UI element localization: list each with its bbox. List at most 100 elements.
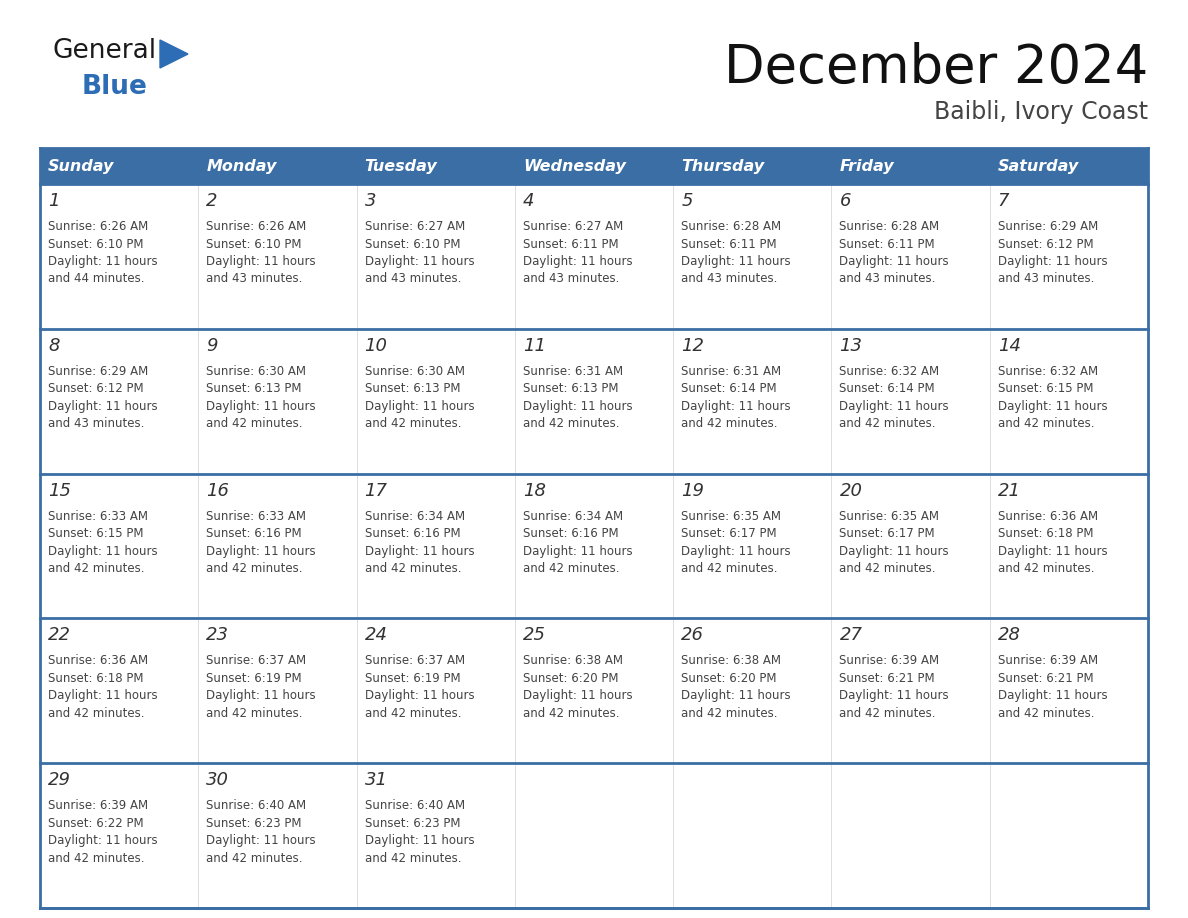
Bar: [832, 763, 990, 908]
Text: and 43 minutes.: and 43 minutes.: [207, 273, 303, 285]
Text: and 42 minutes.: and 42 minutes.: [48, 852, 145, 865]
Text: 19: 19: [681, 482, 704, 499]
Text: Sunrise: 6:27 AM: Sunrise: 6:27 AM: [523, 220, 624, 233]
Text: Daylight: 11 hours: Daylight: 11 hours: [365, 689, 474, 702]
Text: Saturday: Saturday: [998, 159, 1079, 174]
Text: Baibli, Ivory Coast: Baibli, Ivory Coast: [934, 100, 1148, 124]
Text: Sunrise: 6:29 AM: Sunrise: 6:29 AM: [998, 220, 1098, 233]
Text: and 42 minutes.: and 42 minutes.: [523, 707, 619, 720]
Text: Daylight: 11 hours: Daylight: 11 hours: [523, 400, 632, 413]
Bar: [514, 329, 674, 474]
Text: and 42 minutes.: and 42 minutes.: [365, 562, 461, 575]
Text: Sunset: 6:20 PM: Sunset: 6:20 PM: [523, 672, 619, 685]
Text: Sunrise: 6:26 AM: Sunrise: 6:26 AM: [48, 220, 148, 233]
Text: Sunrise: 6:34 AM: Sunrise: 6:34 AM: [365, 509, 465, 522]
Text: 6: 6: [840, 192, 851, 210]
Text: and 42 minutes.: and 42 minutes.: [840, 418, 936, 431]
Text: Daylight: 11 hours: Daylight: 11 hours: [998, 544, 1107, 557]
Text: 18: 18: [523, 482, 545, 499]
Text: 5: 5: [681, 192, 693, 210]
Text: Sunset: 6:14 PM: Sunset: 6:14 PM: [681, 382, 777, 396]
Text: Daylight: 11 hours: Daylight: 11 hours: [207, 834, 316, 847]
Text: Sunrise: 6:33 AM: Sunrise: 6:33 AM: [207, 509, 307, 522]
Text: 7: 7: [998, 192, 1010, 210]
Text: Daylight: 11 hours: Daylight: 11 hours: [998, 689, 1107, 702]
Bar: [832, 329, 990, 474]
Text: Sunset: 6:11 PM: Sunset: 6:11 PM: [840, 238, 935, 251]
Bar: [514, 474, 674, 619]
Text: Sunrise: 6:26 AM: Sunrise: 6:26 AM: [207, 220, 307, 233]
Text: Sunrise: 6:35 AM: Sunrise: 6:35 AM: [840, 509, 940, 522]
Text: and 42 minutes.: and 42 minutes.: [523, 418, 619, 431]
Bar: [990, 474, 1148, 619]
Text: Sunset: 6:12 PM: Sunset: 6:12 PM: [48, 382, 144, 396]
Text: Sunrise: 6:29 AM: Sunrise: 6:29 AM: [48, 364, 148, 378]
Text: Sunset: 6:11 PM: Sunset: 6:11 PM: [681, 238, 777, 251]
Text: Thursday: Thursday: [681, 159, 764, 174]
Text: 10: 10: [365, 337, 387, 354]
Text: Sunset: 6:23 PM: Sunset: 6:23 PM: [207, 817, 302, 830]
Text: Daylight: 11 hours: Daylight: 11 hours: [840, 400, 949, 413]
Text: and 42 minutes.: and 42 minutes.: [681, 562, 778, 575]
Text: Sunset: 6:18 PM: Sunset: 6:18 PM: [48, 672, 144, 685]
Text: 4: 4: [523, 192, 535, 210]
Text: Daylight: 11 hours: Daylight: 11 hours: [681, 400, 791, 413]
Text: and 42 minutes.: and 42 minutes.: [998, 707, 1094, 720]
Text: and 42 minutes.: and 42 minutes.: [681, 418, 778, 431]
Text: and 42 minutes.: and 42 minutes.: [365, 707, 461, 720]
Text: and 43 minutes.: and 43 minutes.: [681, 273, 777, 285]
Text: Wednesday: Wednesday: [523, 159, 626, 174]
Text: Sunset: 6:16 PM: Sunset: 6:16 PM: [523, 527, 619, 540]
Polygon shape: [160, 40, 188, 68]
Text: Tuesday: Tuesday: [365, 159, 437, 174]
Text: Sunset: 6:23 PM: Sunset: 6:23 PM: [365, 817, 460, 830]
Bar: [40, 474, 198, 619]
Text: Sunrise: 6:37 AM: Sunrise: 6:37 AM: [207, 655, 307, 667]
Text: Blue: Blue: [82, 74, 147, 100]
Text: Daylight: 11 hours: Daylight: 11 hours: [207, 400, 316, 413]
Text: Daylight: 11 hours: Daylight: 11 hours: [998, 255, 1107, 268]
Text: Sunrise: 6:28 AM: Sunrise: 6:28 AM: [840, 220, 940, 233]
Bar: [356, 474, 514, 619]
Text: Sunset: 6:13 PM: Sunset: 6:13 PM: [207, 382, 302, 396]
Bar: [674, 474, 832, 619]
Bar: [674, 763, 832, 908]
Text: Daylight: 11 hours: Daylight: 11 hours: [365, 544, 474, 557]
Text: Sunrise: 6:39 AM: Sunrise: 6:39 AM: [998, 655, 1098, 667]
Text: Sunrise: 6:32 AM: Sunrise: 6:32 AM: [840, 364, 940, 378]
Text: December 2024: December 2024: [723, 42, 1148, 94]
Text: Sunrise: 6:31 AM: Sunrise: 6:31 AM: [681, 364, 782, 378]
Text: Sunrise: 6:30 AM: Sunrise: 6:30 AM: [207, 364, 307, 378]
Text: Daylight: 11 hours: Daylight: 11 hours: [523, 689, 632, 702]
Text: 27: 27: [840, 626, 862, 644]
Text: 21: 21: [998, 482, 1020, 499]
Text: and 42 minutes.: and 42 minutes.: [207, 707, 303, 720]
Text: Sunday: Sunday: [48, 159, 114, 174]
Text: Daylight: 11 hours: Daylight: 11 hours: [681, 255, 791, 268]
Text: and 44 minutes.: and 44 minutes.: [48, 273, 145, 285]
Text: Sunrise: 6:40 AM: Sunrise: 6:40 AM: [365, 800, 465, 812]
Text: Sunset: 6:11 PM: Sunset: 6:11 PM: [523, 238, 619, 251]
Text: Sunset: 6:10 PM: Sunset: 6:10 PM: [207, 238, 302, 251]
Bar: [832, 474, 990, 619]
Text: Daylight: 11 hours: Daylight: 11 hours: [207, 544, 316, 557]
Text: Sunrise: 6:39 AM: Sunrise: 6:39 AM: [48, 800, 148, 812]
Bar: [514, 184, 674, 329]
Text: and 42 minutes.: and 42 minutes.: [840, 707, 936, 720]
Bar: [198, 184, 356, 329]
Text: General: General: [52, 38, 156, 64]
Text: Sunrise: 6:37 AM: Sunrise: 6:37 AM: [365, 655, 465, 667]
Text: Sunrise: 6:28 AM: Sunrise: 6:28 AM: [681, 220, 782, 233]
Text: Daylight: 11 hours: Daylight: 11 hours: [48, 834, 158, 847]
Text: 31: 31: [365, 771, 387, 789]
Text: Sunrise: 6:40 AM: Sunrise: 6:40 AM: [207, 800, 307, 812]
Text: Sunset: 6:19 PM: Sunset: 6:19 PM: [365, 672, 460, 685]
Text: 26: 26: [681, 626, 704, 644]
Text: and 42 minutes.: and 42 minutes.: [207, 562, 303, 575]
Bar: [990, 763, 1148, 908]
Text: Daylight: 11 hours: Daylight: 11 hours: [523, 255, 632, 268]
Text: Sunset: 6:21 PM: Sunset: 6:21 PM: [998, 672, 1093, 685]
Text: and 43 minutes.: and 43 minutes.: [523, 273, 619, 285]
Bar: [198, 763, 356, 908]
Text: Friday: Friday: [840, 159, 895, 174]
